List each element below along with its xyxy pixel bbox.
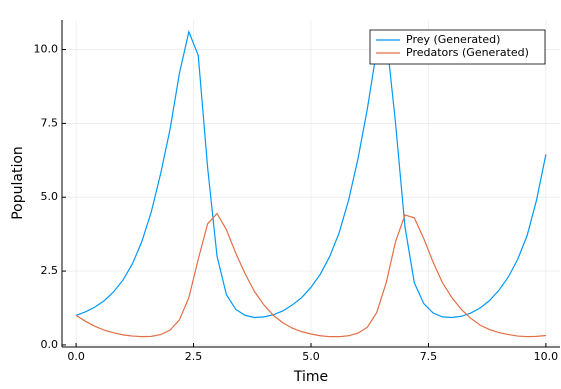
x-tick-label: 0.0 — [67, 350, 85, 363]
y-tick-label: 7.5 — [41, 116, 59, 129]
legend-label: Predators (Generated) — [406, 46, 529, 59]
legend-box — [369, 29, 546, 65]
x-tick-label: 5.0 — [302, 350, 320, 363]
x-tick-label: 2.5 — [185, 350, 203, 363]
y-tick-label: 10.0 — [34, 43, 59, 56]
y-tick-label: 0.0 — [41, 338, 59, 351]
x-axis-label: Time — [293, 369, 328, 385]
y-axis-label: Population — [10, 146, 26, 220]
legend-label: Prey (Generated) — [406, 33, 500, 46]
y-tick-label: 5.0 — [41, 190, 59, 203]
x-tick-label: 7.5 — [420, 350, 438, 363]
x-tick-label: 10.0 — [534, 350, 559, 363]
line-series — [75, 212, 546, 338]
y-tick-label: 2.5 — [41, 264, 59, 277]
line-series — [75, 29, 547, 319]
